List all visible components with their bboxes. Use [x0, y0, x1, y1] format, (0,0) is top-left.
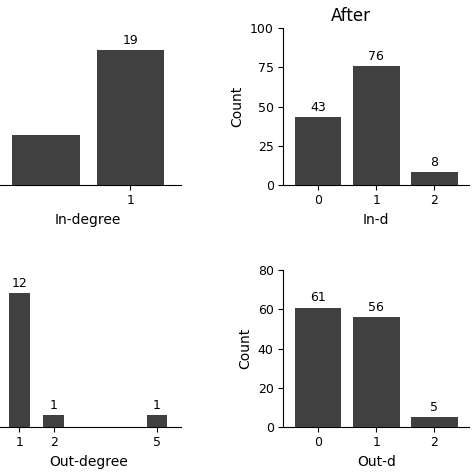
Text: 56: 56: [368, 301, 384, 314]
Text: 8: 8: [430, 156, 438, 169]
X-axis label: In-degree: In-degree: [55, 213, 121, 227]
Bar: [97, 50, 164, 184]
Bar: [12, 135, 80, 184]
Text: 61: 61: [310, 292, 326, 304]
Bar: [295, 308, 341, 427]
X-axis label: In-d: In-d: [363, 213, 390, 227]
X-axis label: Out-d: Out-d: [357, 455, 396, 469]
Y-axis label: Count: Count: [238, 328, 252, 369]
Text: 12: 12: [11, 277, 27, 290]
Text: 5: 5: [430, 401, 438, 414]
Bar: [147, 415, 167, 427]
X-axis label: Out-degree: Out-degree: [49, 455, 128, 469]
Text: 1: 1: [153, 399, 161, 412]
Bar: [411, 172, 457, 184]
Bar: [411, 417, 457, 427]
Bar: [44, 415, 64, 427]
Bar: [295, 118, 341, 184]
Text: 19: 19: [123, 34, 138, 46]
Bar: [353, 317, 400, 427]
Text: 76: 76: [368, 50, 384, 63]
Text: 43: 43: [310, 101, 326, 114]
Text: 1: 1: [50, 399, 58, 412]
Y-axis label: Count: Count: [230, 86, 244, 127]
Bar: [9, 293, 30, 427]
Text: After: After: [331, 7, 371, 25]
Bar: [353, 66, 400, 184]
